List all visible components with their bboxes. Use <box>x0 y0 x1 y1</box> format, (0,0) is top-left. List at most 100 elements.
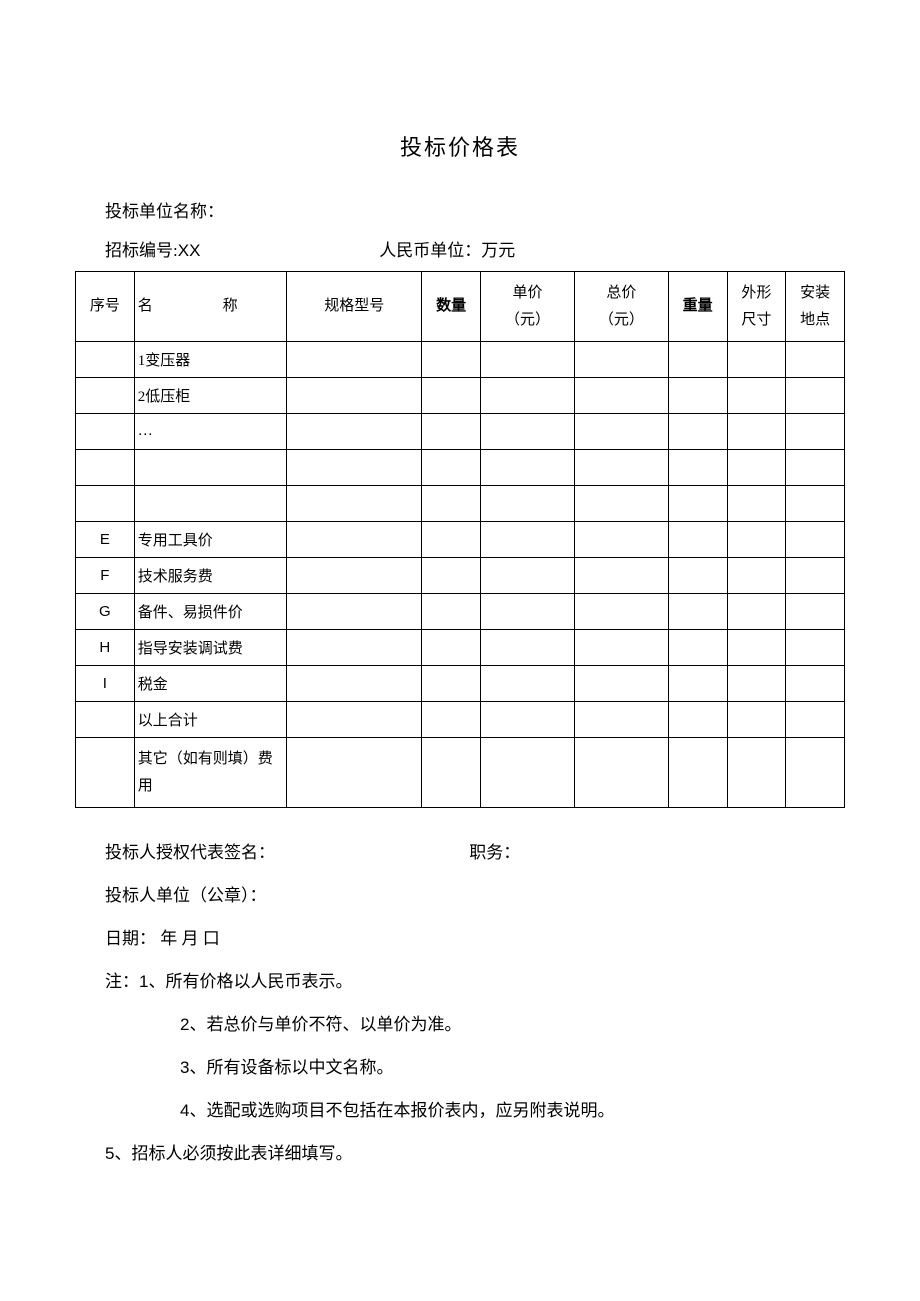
col-weight: 重量 <box>668 272 727 342</box>
table-cell <box>668 342 727 378</box>
table-cell <box>481 522 575 558</box>
table-cell <box>422 414 481 450</box>
table-cell <box>786 558 845 594</box>
table-cell <box>422 738 481 808</box>
table-cell <box>727 342 786 378</box>
table-cell <box>134 450 287 486</box>
table-cell <box>481 342 575 378</box>
bidder-unit-label: 投标单位名称： <box>105 197 845 222</box>
table-cell <box>668 486 727 522</box>
table-cell <box>481 594 575 630</box>
note-3: 3、所有设备标以中文名称。 <box>105 1053 845 1078</box>
table-cell <box>287 522 422 558</box>
table-cell: … <box>134 414 287 450</box>
table-row: 以上合计 <box>76 702 845 738</box>
price-table: 序号 名 称 规格型号 数量 单价（元） 总价（元） 重量 外形尺寸 安装地点 … <box>75 271 845 808</box>
table-cell <box>727 486 786 522</box>
table-cell <box>481 738 575 808</box>
table-cell <box>76 378 135 414</box>
table-cell <box>727 558 786 594</box>
col-location: 安装地点 <box>786 272 845 342</box>
currency-label: 人民币单位：万元 <box>379 241 515 260</box>
document-title: 投标价格表 <box>75 130 845 162</box>
table-cell: G <box>76 594 135 630</box>
table-cell: 以上合计 <box>134 702 287 738</box>
table-cell <box>287 486 422 522</box>
table-cell: 2低压柜 <box>134 378 287 414</box>
table-row: E专用工具价 <box>76 522 845 558</box>
table-row: I税金 <box>76 666 845 702</box>
table-cell <box>422 558 481 594</box>
table-cell <box>574 378 668 414</box>
table-cell <box>481 558 575 594</box>
table-cell <box>287 342 422 378</box>
table-cell <box>287 450 422 486</box>
table-cell <box>481 630 575 666</box>
table-cell <box>786 342 845 378</box>
table-cell <box>727 414 786 450</box>
col-qty: 数量 <box>422 272 481 342</box>
table-cell: 其它（如有则填）费用 <box>134 738 287 808</box>
table-cell: 税金 <box>134 666 287 702</box>
col-total-price: 总价（元） <box>574 272 668 342</box>
table-cell <box>574 450 668 486</box>
bid-number-row: 招标编号:XX 人民币单位：万元 <box>105 236 845 261</box>
table-cell <box>786 414 845 450</box>
table-cell <box>76 702 135 738</box>
table-row: … <box>76 414 845 450</box>
table-cell <box>668 738 727 808</box>
table-row <box>76 486 845 522</box>
table-cell <box>422 630 481 666</box>
table-cell <box>727 630 786 666</box>
table-cell <box>481 378 575 414</box>
table-row <box>76 450 845 486</box>
table-cell <box>481 486 575 522</box>
table-cell <box>287 738 422 808</box>
table-cell <box>668 666 727 702</box>
table-cell <box>76 486 135 522</box>
table-cell <box>287 594 422 630</box>
table-cell <box>668 522 727 558</box>
table-cell: 1变压器 <box>134 342 287 378</box>
signature-label: 投标人授权代表签名： <box>105 838 465 863</box>
table-cell: H <box>76 630 135 666</box>
table-cell <box>727 738 786 808</box>
table-cell <box>481 414 575 450</box>
table-cell <box>481 450 575 486</box>
table-cell <box>786 486 845 522</box>
table-cell <box>287 378 422 414</box>
table-cell <box>287 702 422 738</box>
table-cell: 指导安装调试费 <box>134 630 287 666</box>
table-cell <box>287 414 422 450</box>
table-cell <box>574 414 668 450</box>
table-row: F技术服务费 <box>76 558 845 594</box>
table-cell <box>727 450 786 486</box>
table-cell <box>422 342 481 378</box>
table-cell <box>76 738 135 808</box>
table-cell: F <box>76 558 135 594</box>
table-cell <box>786 522 845 558</box>
table-cell <box>727 702 786 738</box>
note-1: 注：1、所有价格以人民币表示。 <box>105 967 845 992</box>
table-cell <box>668 594 727 630</box>
table-cell <box>481 666 575 702</box>
col-name: 名 称 <box>134 272 287 342</box>
table-cell <box>422 378 481 414</box>
table-cell <box>76 450 135 486</box>
table-cell <box>76 342 135 378</box>
table-cell <box>481 702 575 738</box>
bid-no-label: 招标编号: <box>105 241 178 260</box>
table-cell <box>422 450 481 486</box>
table-cell <box>574 594 668 630</box>
table-cell <box>668 378 727 414</box>
table-cell <box>668 630 727 666</box>
table-cell: I <box>76 666 135 702</box>
bid-no-value: XX <box>178 241 201 260</box>
table-cell <box>786 702 845 738</box>
table-cell: E <box>76 522 135 558</box>
table-cell <box>574 522 668 558</box>
table-cell: 技术服务费 <box>134 558 287 594</box>
col-spec: 规格型号 <box>287 272 422 342</box>
table-cell <box>574 666 668 702</box>
table-cell <box>727 522 786 558</box>
